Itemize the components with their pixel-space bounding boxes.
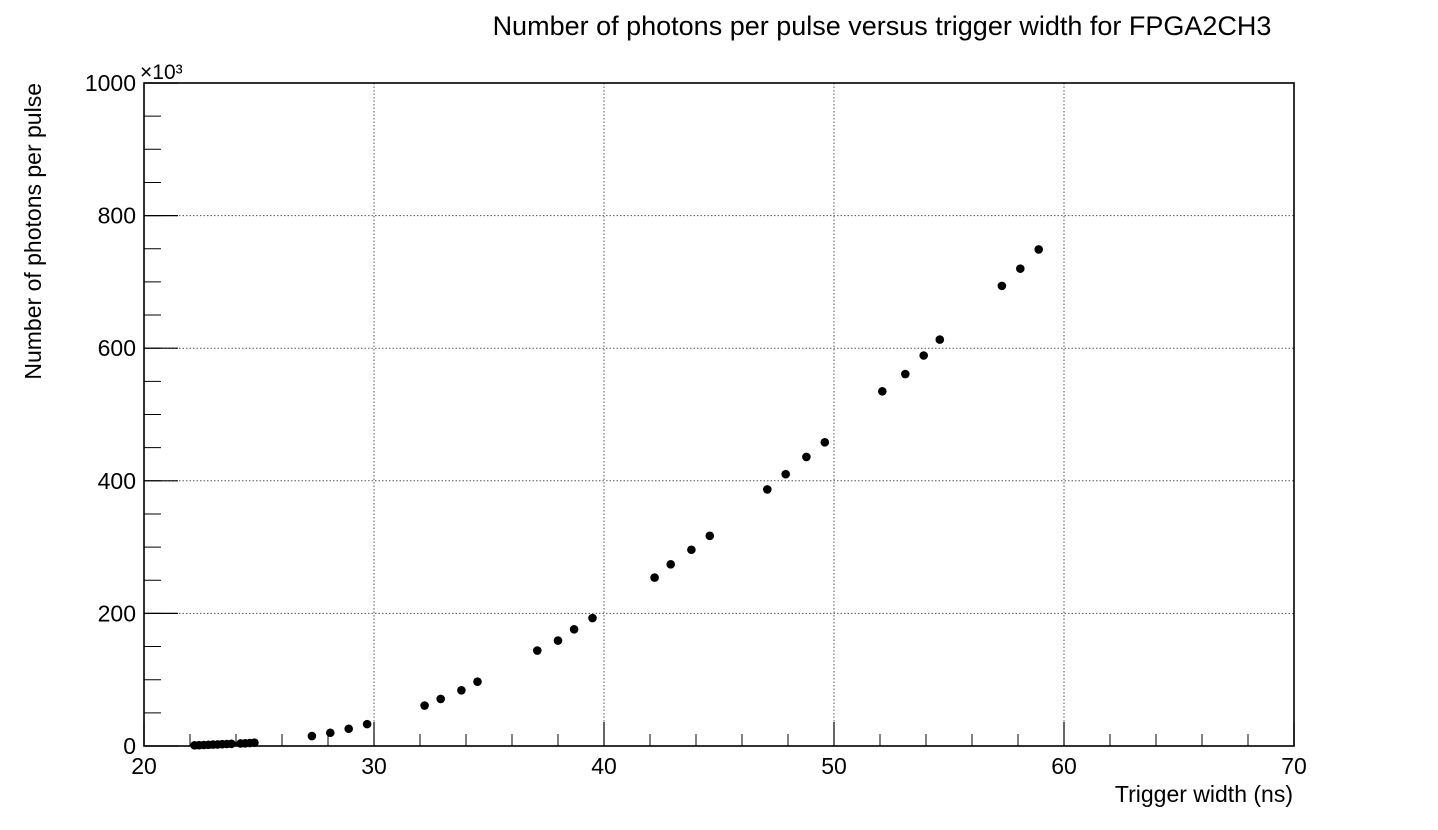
y-axis-label: Number of photons per pulse (20, 83, 46, 380)
data-point (901, 369, 910, 379)
y-axis-multiplier-label: ×10³ (140, 61, 183, 84)
x-tick-label: 40 (591, 753, 617, 779)
x-tick-label: 30 (361, 753, 387, 779)
data-point (705, 531, 715, 541)
data-point (362, 719, 372, 729)
data-point (307, 731, 317, 741)
data-point (344, 724, 354, 734)
grid-lines (144, 83, 1294, 746)
data-point (533, 646, 542, 655)
chart-title: Number of photons per pulse versus trigg… (493, 11, 1272, 41)
y-tick-label: 800 (98, 203, 136, 229)
data-point (250, 738, 259, 747)
data-point (420, 701, 429, 710)
y-tick-label: 1000 (85, 70, 136, 96)
x-axis-label: Trigger width (ns) (1115, 781, 1293, 807)
y-tick-label: 600 (98, 335, 136, 361)
data-point (457, 686, 466, 695)
data-point (666, 560, 675, 569)
data-point (781, 469, 790, 479)
data-point (569, 625, 579, 634)
data-point (687, 545, 696, 555)
plot-frame (143, 82, 1295, 747)
data-point (227, 739, 236, 749)
y-tick-label: 0 (123, 733, 136, 759)
data-point (436, 694, 446, 704)
data-point (802, 452, 811, 462)
x-tick-label: 20 (131, 753, 157, 779)
data-point (588, 613, 597, 623)
x-tick-label: 60 (1051, 753, 1077, 779)
data-point (1034, 245, 1043, 254)
data-point (997, 281, 1007, 291)
x-tick-label: 50 (821, 753, 847, 779)
data-point (650, 573, 659, 582)
data-point (473, 677, 482, 686)
data-point (935, 335, 945, 344)
data-point (1016, 264, 1025, 273)
y-tick-label: 400 (98, 468, 136, 494)
data-point (878, 386, 887, 396)
data-point (919, 351, 928, 360)
x-tick-label: 70 (1281, 753, 1307, 779)
data-point (763, 485, 772, 494)
data-point (553, 636, 563, 645)
data-point (820, 438, 830, 447)
y-tick-label: 200 (98, 600, 136, 626)
data-point (326, 728, 335, 738)
